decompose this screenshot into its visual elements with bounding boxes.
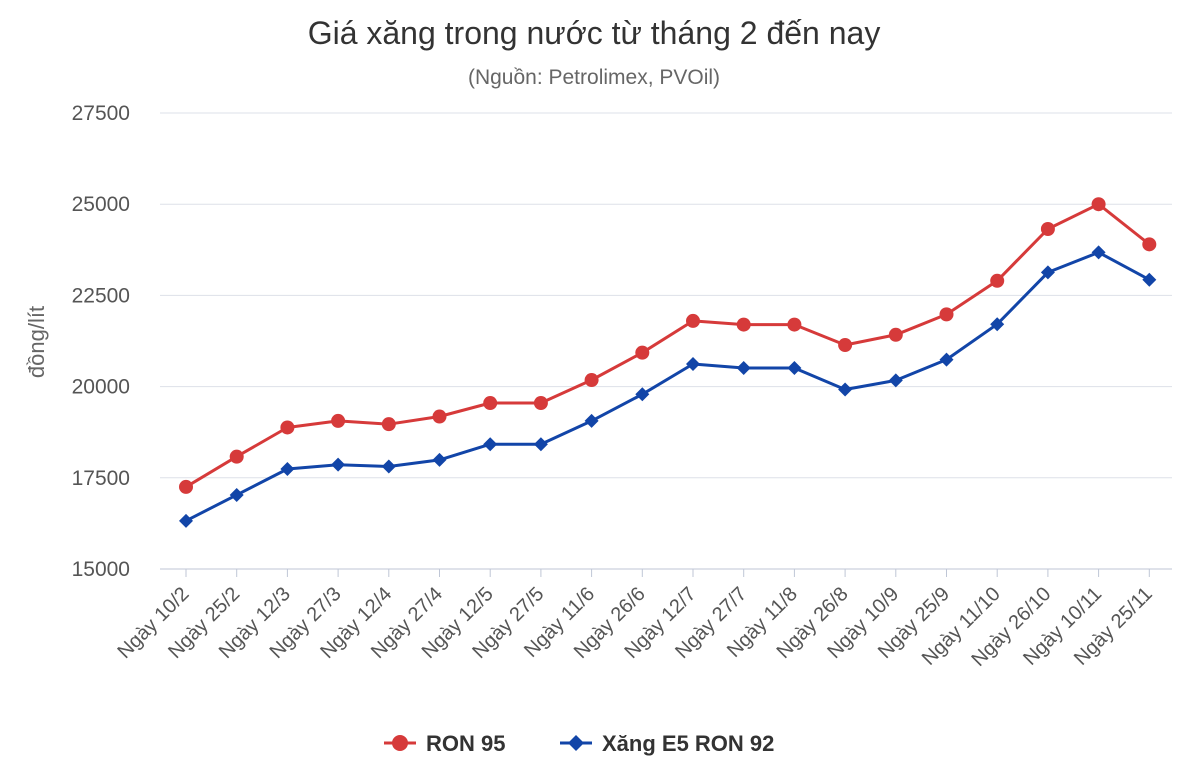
- data-point[interactable]: [635, 345, 650, 360]
- y-tick-label: 15000: [72, 558, 130, 581]
- data-point[interactable]: [686, 313, 700, 328]
- legend: RON 95 Xăng E5 RON 92: [384, 731, 774, 756]
- data-point[interactable]: [533, 396, 548, 411]
- data-point[interactable]: [787, 317, 802, 332]
- data-point[interactable]: [1040, 265, 1055, 280]
- data-point[interactable]: [990, 273, 1005, 288]
- data-point[interactable]: [1142, 237, 1157, 252]
- legend-item-ron95[interactable]: RON 95: [384, 731, 505, 756]
- series-ron95: [179, 197, 1157, 494]
- data-point[interactable]: [179, 479, 193, 494]
- y-tick-label: 25000: [72, 193, 130, 216]
- data-point[interactable]: [381, 459, 396, 474]
- data-point[interactable]: [635, 387, 650, 402]
- data-point[interactable]: [787, 360, 802, 375]
- legend-marker-e5-ron92: [568, 735, 584, 751]
- data-point[interactable]: [939, 352, 954, 367]
- data-point[interactable]: [280, 420, 295, 435]
- data-point[interactable]: [1091, 245, 1106, 260]
- data-point[interactable]: [533, 437, 548, 452]
- data-point[interactable]: [179, 513, 193, 528]
- data-point[interactable]: [584, 373, 599, 388]
- chart-title: Giá xăng trong nước từ tháng 2 đến nay: [308, 15, 881, 51]
- data-point[interactable]: [888, 373, 903, 388]
- data-point[interactable]: [483, 437, 498, 452]
- legend-label-e5-ron92: Xăng E5 RON 92: [602, 731, 774, 756]
- data-point[interactable]: [1142, 272, 1157, 287]
- data-point[interactable]: [432, 409, 447, 424]
- legend-item-e5-ron92[interactable]: Xăng E5 RON 92: [560, 731, 774, 756]
- legend-marker-ron95: [392, 735, 408, 751]
- series-e5-ron92: [179, 245, 1157, 528]
- y-axis-label: đồng/lít: [24, 306, 49, 378]
- data-point[interactable]: [736, 317, 751, 332]
- data-point[interactable]: [888, 327, 903, 342]
- data-point[interactable]: [331, 457, 346, 472]
- y-axis-ticks: 15000 17500 20000 22500 25000 27500: [72, 102, 130, 581]
- legend-label-ron95: RON 95: [426, 731, 505, 756]
- y-tick-label: 22500: [72, 284, 130, 307]
- y-tick-label: 17500: [72, 467, 130, 490]
- data-point[interactable]: [280, 462, 295, 477]
- data-point[interactable]: [381, 417, 396, 432]
- data-point[interactable]: [1040, 222, 1055, 237]
- data-point[interactable]: [990, 317, 1005, 332]
- data-point[interactable]: [1091, 197, 1106, 212]
- series-line: [185, 202, 1151, 489]
- data-point[interactable]: [686, 356, 700, 371]
- data-point[interactable]: [838, 338, 853, 353]
- data-point[interactable]: [229, 449, 244, 464]
- series-line: [185, 250, 1151, 523]
- data-point[interactable]: [229, 487, 244, 502]
- gridlines: [160, 112, 1172, 570]
- data-point[interactable]: [736, 360, 751, 375]
- y-tick-label: 27500: [72, 102, 130, 125]
- chart-subtitle: (Nguồn: Petrolimex, PVOil): [468, 66, 720, 89]
- data-point[interactable]: [939, 307, 954, 322]
- series-layer: [179, 197, 1157, 528]
- data-point[interactable]: [838, 382, 853, 397]
- y-tick-label: 20000: [72, 376, 130, 399]
- data-point[interactable]: [584, 413, 599, 428]
- data-point[interactable]: [432, 452, 447, 467]
- data-point[interactable]: [483, 396, 498, 411]
- data-point[interactable]: [331, 413, 346, 428]
